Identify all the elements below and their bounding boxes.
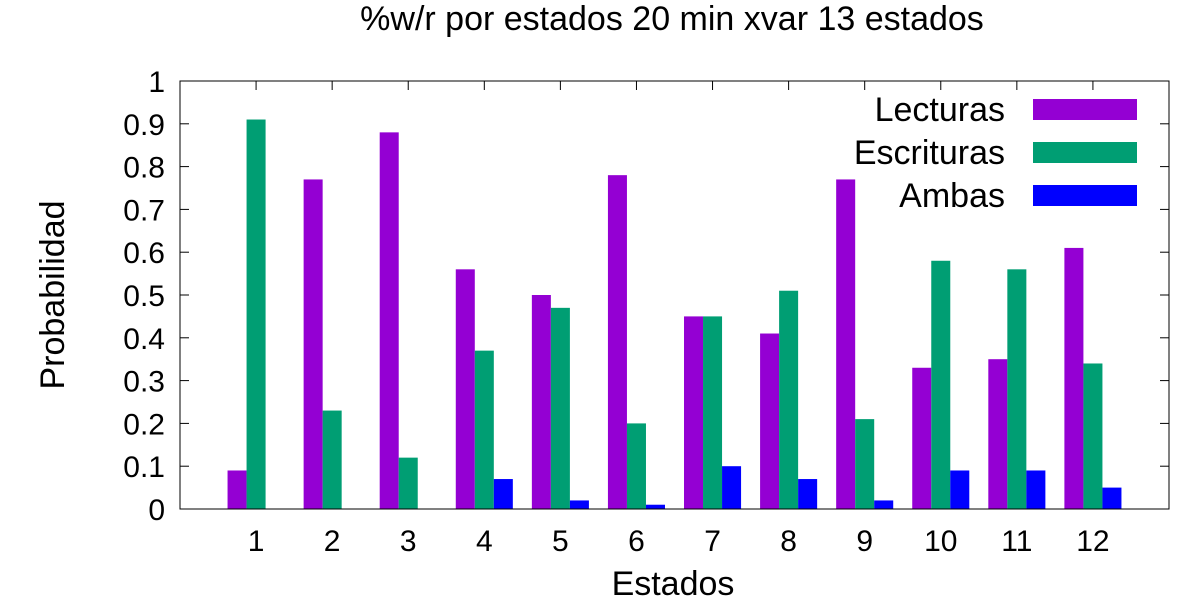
x-tick-label: 8	[780, 525, 797, 558]
bar-ambas	[722, 466, 742, 509]
legend-swatch	[1033, 185, 1137, 206]
bar-escrituras	[550, 307, 570, 509]
legend-label: Ambas	[899, 177, 1005, 215]
bar-lecturas	[607, 175, 627, 509]
x-tick-label: 3	[400, 525, 417, 558]
bar-escrituras	[398, 457, 418, 509]
bar-escrituras	[626, 423, 646, 509]
x-tick-label: 4	[476, 525, 493, 558]
y-tick-label: 0.7	[123, 194, 165, 227]
y-tick-label: 0.3	[123, 366, 165, 399]
plot-frame	[179, 80, 1170, 510]
y-tick-label: 0.5	[123, 280, 165, 313]
bar-escrituras	[1007, 269, 1027, 509]
x-tick-label: 9	[856, 525, 873, 558]
y-axis-label: Probabilidad	[34, 200, 72, 389]
bar-lecturas	[836, 179, 856, 509]
bar-lecturas	[531, 295, 551, 509]
bar-escrituras	[1083, 363, 1103, 509]
bar-escrituras	[246, 119, 266, 510]
bar-escrituras	[703, 316, 723, 509]
x-tick-label: 6	[628, 525, 645, 558]
x-tick-label: 12	[1076, 525, 1109, 558]
y-tick-label: 0.9	[123, 109, 165, 142]
bar-lecturas	[455, 269, 475, 509]
bar-escrituras	[474, 350, 494, 509]
bar-escrituras	[931, 260, 951, 509]
y-tick-label: 0.2	[123, 408, 165, 441]
bar-lecturas	[1064, 247, 1084, 510]
plot-area: 00.10.20.30.40.50.60.70.80.911 2 3 4 5 6 7 8 9 10…	[123, 66, 1169, 558]
y-tick-label: 0.6	[123, 237, 165, 270]
bar-ambas	[950, 470, 970, 509]
x-tick-label: 1	[248, 525, 265, 558]
x-axis-label: Estados	[612, 565, 735, 600]
y-tick-label: 0.1	[123, 451, 165, 484]
bar-lecturas	[303, 179, 323, 509]
bar-escrituras	[322, 410, 342, 509]
y-tick-label: 0.8	[123, 152, 165, 185]
x-tick-label: 5	[552, 525, 569, 558]
bar-escrituras	[779, 290, 799, 509]
y-tick-label: 0	[148, 494, 165, 527]
bar-lecturas	[988, 359, 1008, 509]
x-tick-label: 2	[324, 525, 341, 558]
bar-lecturas	[760, 333, 780, 509]
y-tick-label: 0.4	[123, 323, 165, 356]
bar-lecturas	[684, 316, 704, 509]
legend-label: Escrituras	[854, 134, 1005, 172]
bar-ambas	[798, 479, 818, 509]
bar-ambas	[493, 479, 513, 509]
x-tick-label: 10	[924, 525, 957, 558]
bar-lecturas	[227, 470, 247, 509]
bar-ambas	[874, 500, 894, 509]
legend-label: Lecturas	[875, 91, 1005, 129]
bar-ambas	[645, 504, 665, 509]
chart-title: %w/r por estados 20 min xvar 13 estados	[360, 0, 984, 38]
bar-ambas	[1102, 487, 1122, 509]
bar-ambas	[569, 500, 589, 509]
bar-lecturas	[379, 132, 399, 510]
legend-swatch	[1033, 142, 1137, 163]
y-tick-label: 1	[148, 66, 165, 99]
x-tick-label: 11	[1001, 525, 1032, 558]
x-tick-label: 7	[704, 525, 721, 558]
bar-lecturas	[912, 367, 932, 509]
bar-escrituras	[855, 419, 875, 509]
legend-swatch	[1033, 99, 1137, 120]
bar-ambas	[1026, 470, 1046, 509]
